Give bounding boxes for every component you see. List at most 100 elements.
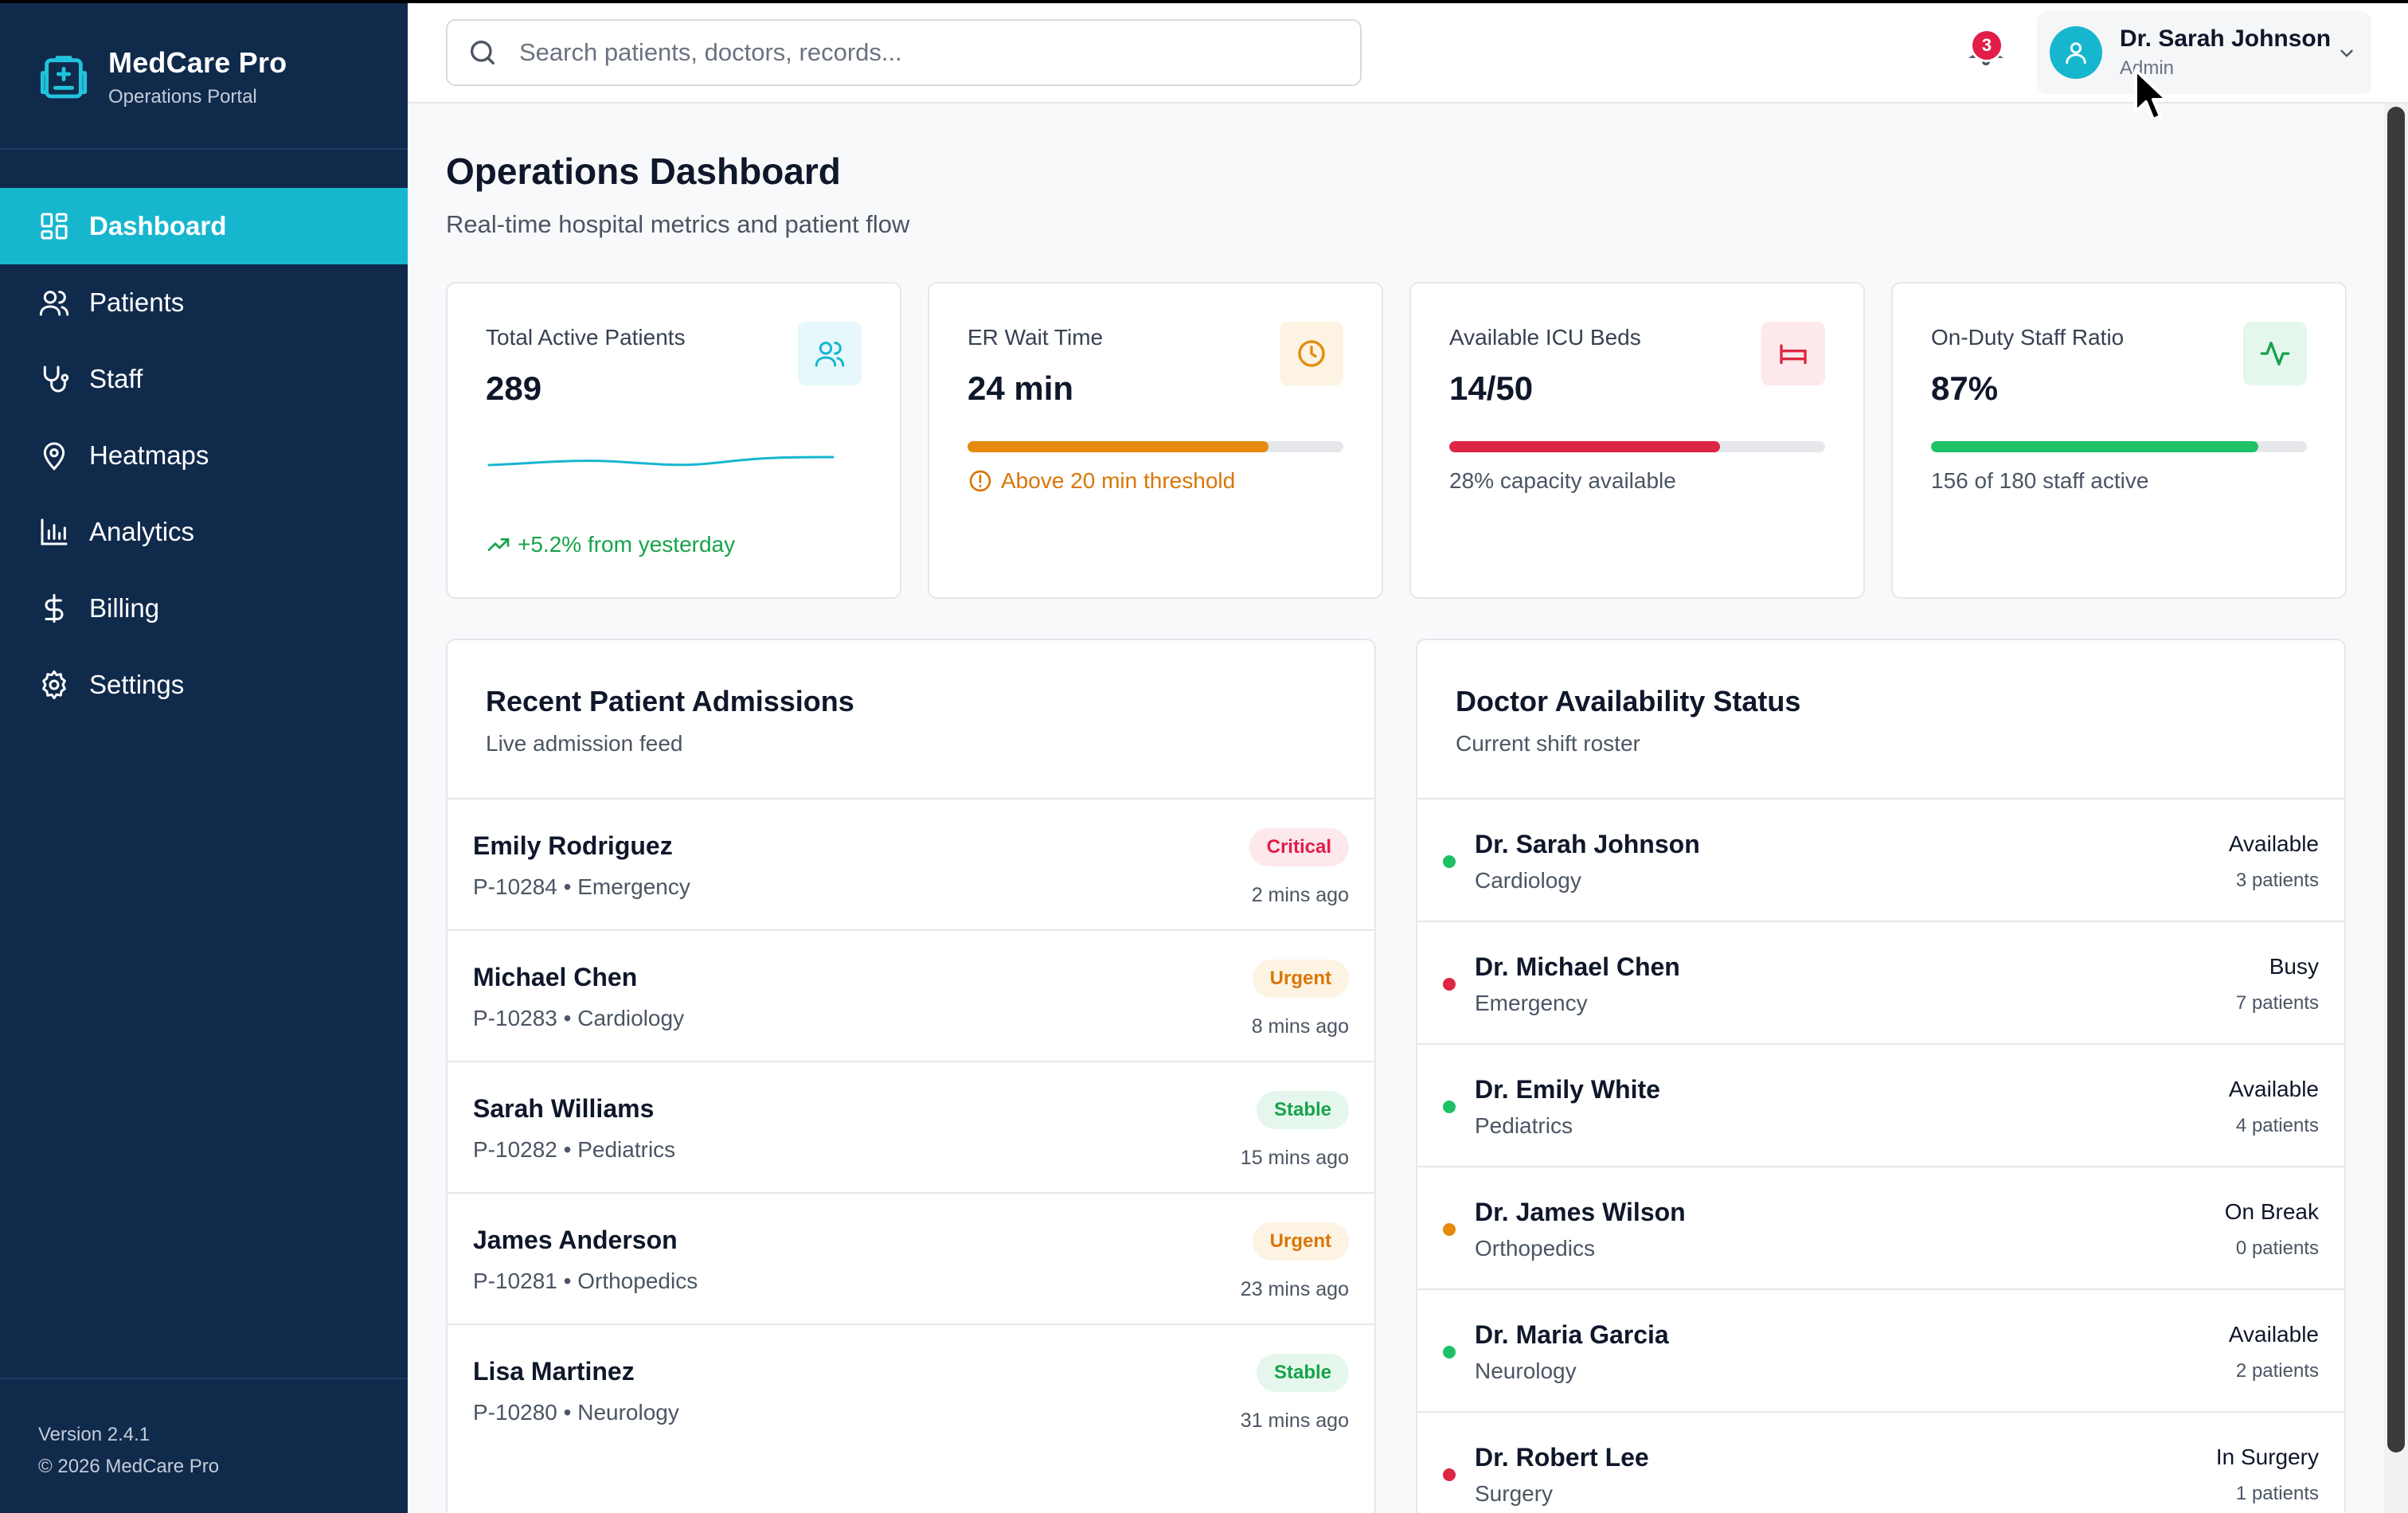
admission-time: 31 mins ago (1240, 1409, 1349, 1432)
doctor-name: Dr. Sarah Johnson (1475, 830, 1700, 858)
patient-name: James Anderson (473, 1226, 678, 1254)
kpi-value: 87% (1931, 369, 1999, 407)
kpi-label: On-Duty Staff Ratio (1931, 325, 2125, 350)
user-icon (2066, 42, 2086, 65)
staff-progress-track (1931, 441, 2307, 452)
recent-admissions-panel: Recent Patient Admissions Live admission… (446, 639, 1376, 1513)
user-name: Dr. Sarah Johnson (2120, 25, 2332, 52)
sidebar-item-billing[interactable]: Billing (0, 570, 408, 647)
kpi-value: 14/50 (1449, 369, 1534, 407)
doctor-row[interactable]: Dr. Sarah Johnson Cardiology Available 3… (1417, 800, 2344, 922)
user-menu[interactable]: Dr. Sarah Johnson Admin (2037, 11, 2371, 94)
bed-icon (1780, 344, 1807, 365)
patients-sparkline (487, 455, 835, 467)
sidebar-footer: Version 2.4.1 © 2026 MedCare Pro (38, 1419, 219, 1483)
doctor-status: On Break (2224, 1199, 2319, 1224)
doctor-department: Pediatrics (1475, 1113, 1573, 1138)
doctor-row[interactable]: Dr. Michael Chen Emergency Busy 7 patien… (1417, 922, 2344, 1045)
trend-text: +5.2% from yesterday (518, 532, 736, 557)
doctor-row[interactable]: Dr. Emily White Pediatrics Available 4 p… (1417, 1045, 2344, 1167)
admissions-list: Emily Rodriguez P-10284 • Emergency Crit… (448, 800, 1374, 1456)
doctor-row[interactable]: Dr. Maria Garcia Neurology Available 2 p… (1417, 1290, 2344, 1413)
user-role: Admin (2120, 57, 2175, 79)
dollar-icon (45, 593, 64, 624)
status-badge: Urgent (1252, 960, 1349, 998)
doctor-status: Available (2228, 831, 2319, 856)
doctor-patient-count: 7 patients (2235, 992, 2319, 1014)
sidebar-item-staff[interactable]: Staff (0, 341, 408, 417)
kpi-card-active-patients[interactable]: Total Active Patients 289 +5.2% from yes… (446, 282, 901, 599)
brand[interactable]: MedCare Pro Operations Portal (38, 46, 287, 108)
patient-meta: P-10281 • Orthopedics (473, 1269, 698, 1293)
admission-row[interactable]: James Anderson P-10281 • Orthopedics Urg… (448, 1194, 1374, 1325)
notification-count-badge: 3 (1970, 29, 2003, 62)
patient-meta: P-10280 • Neurology (473, 1400, 679, 1425)
doctor-name: Dr. Michael Chen (1475, 952, 1680, 981)
bar-chart-icon (41, 518, 68, 545)
doctor-status: Busy (2269, 954, 2319, 979)
top-bar: 3 Dr. Sarah Johnson Admin (408, 3, 2408, 104)
status-dot (1443, 978, 1456, 991)
users-icon (39, 291, 69, 316)
patient-meta: P-10282 • Pediatrics (473, 1137, 676, 1162)
page-scrollbar-thumb[interactable] (2387, 107, 2405, 1452)
sidebar-item-analytics[interactable]: Analytics (0, 494, 408, 570)
brand-name: MedCare Pro (108, 46, 287, 79)
panel-title: Recent Patient Admissions (486, 685, 854, 717)
sidebar-item-dashboard[interactable]: Dashboard (0, 188, 408, 264)
status-badge: Stable (1256, 1091, 1349, 1129)
doctor-name: Dr. James Wilson (1475, 1198, 1686, 1226)
hospital-clipboard-icon (40, 56, 88, 99)
sidebar-item-label: Billing (89, 593, 160, 623)
patient-name: Michael Chen (473, 963, 638, 991)
doctor-availability-panel: Doctor Availability Status Current shift… (1416, 639, 2346, 1513)
kpi-note: 28% capacity available (1449, 468, 1676, 493)
patient-meta: P-10284 • Emergency (473, 874, 690, 899)
sidebar-item-heatmaps[interactable]: Heatmaps (0, 417, 408, 494)
kpi-card-er-wait[interactable]: ER Wait Time 24 min Above 20 min thresho… (928, 282, 1383, 599)
search-input[interactable] (519, 38, 1315, 67)
sidebar-item-label: Heatmaps (89, 440, 209, 470)
status-badge: Stable (1256, 1354, 1349, 1392)
admission-row[interactable]: Sarah Williams P-10282 • Pediatrics Stab… (448, 1062, 1374, 1194)
kpi-trend: +5.2% from yesterday (486, 532, 735, 557)
status-dot (1443, 1101, 1456, 1113)
patient-meta: P-10283 • Cardiology (473, 1006, 685, 1030)
search-box[interactable] (446, 19, 1362, 86)
chevron-down-icon (2340, 49, 2353, 57)
kpi-card-staff-ratio[interactable]: On-Duty Staff Ratio 87% 156 of 180 staff… (1891, 282, 2347, 599)
doctor-patient-count: 1 patients (2235, 1483, 2319, 1504)
panel-title: Doctor Availability Status (1456, 685, 1801, 717)
trending-up-icon (487, 538, 510, 551)
search-icon (471, 41, 494, 65)
admission-row[interactable]: Michael Chen P-10283 • Cardiology Urgent… (448, 931, 1374, 1062)
sidebar-item-settings[interactable]: Settings (0, 647, 408, 723)
doctor-department: Surgery (1475, 1481, 1554, 1506)
kpi-icon-box (2243, 322, 2307, 385)
notifications-button[interactable]: 3 (1968, 29, 2013, 76)
panel-header: Recent Patient Admissions Live admission… (448, 640, 1374, 800)
kpi-label: ER Wait Time (968, 325, 1104, 350)
doctor-row[interactable]: Dr. James Wilson Orthopedics On Break 0 … (1417, 1167, 2344, 1290)
status-dot (1443, 1223, 1456, 1236)
sidebar-item-label: Staff (89, 364, 143, 393)
doctor-row[interactable]: Dr. Robert Lee Surgery In Surgery 1 pati… (1417, 1413, 2344, 1513)
doctor-status: Available (2228, 1322, 2319, 1347)
status-dot (1443, 855, 1456, 868)
kpi-value: 24 min (968, 369, 1074, 407)
sidebar-divider (0, 148, 408, 150)
panel-subtitle: Current shift roster (1456, 731, 1640, 756)
doctor-patient-count: 2 patients (2235, 1360, 2319, 1382)
doctor-department: Neurology (1475, 1359, 1577, 1383)
sidebar-item-patients[interactable]: Patients (0, 264, 408, 341)
admission-row[interactable]: Emily Rodriguez P-10284 • Emergency Crit… (448, 800, 1374, 931)
admission-row[interactable]: Lisa Martinez P-10280 • Neurology Stable… (448, 1325, 1374, 1456)
kpi-icon-box (798, 322, 862, 385)
admission-time: 23 mins ago (1240, 1278, 1349, 1300)
stethoscope-icon (43, 366, 69, 393)
clock-icon (1298, 340, 1325, 367)
avatar (2050, 26, 2102, 79)
activity-icon (2260, 342, 2290, 366)
status-badge: Critical (1249, 828, 1349, 866)
kpi-card-icu-beds[interactable]: Available ICU Beds 14/50 28% capacity av… (1409, 282, 1865, 599)
